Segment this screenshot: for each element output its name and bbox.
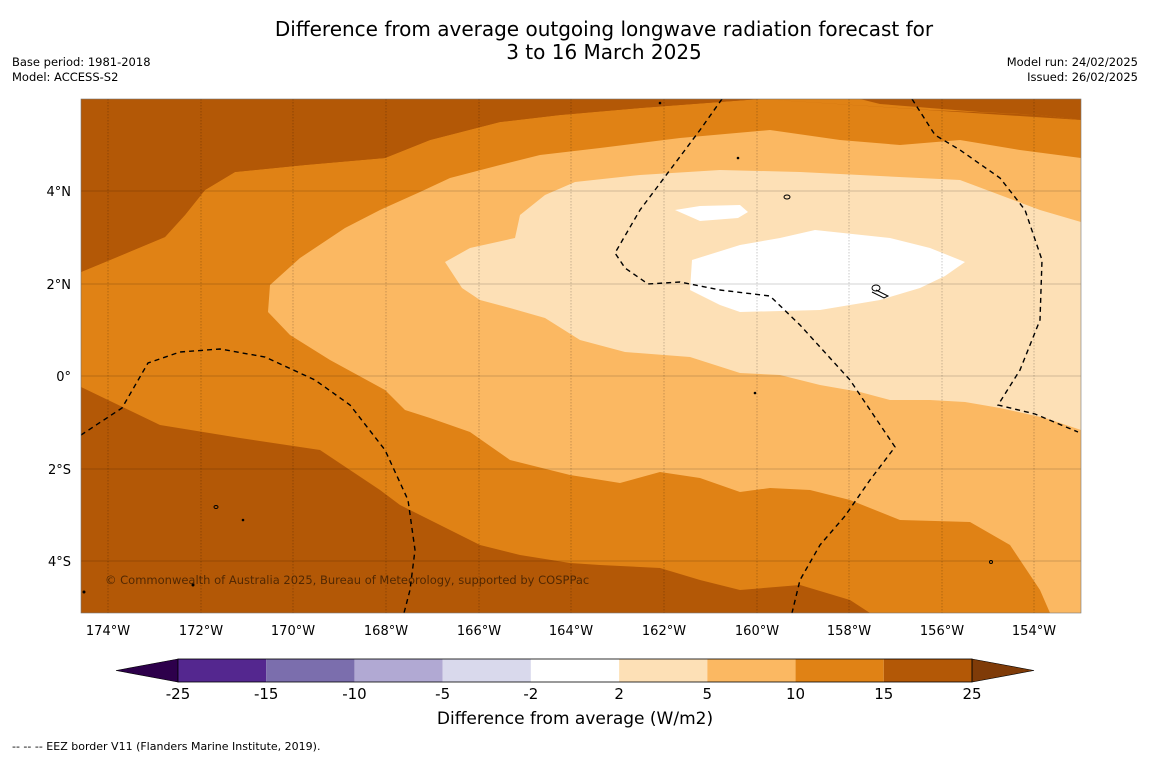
colorbar-tick-label: -5 bbox=[435, 685, 450, 703]
colorbar-over-arrow bbox=[971, 658, 1035, 683]
colorbar-tick-label: 25 bbox=[962, 685, 981, 703]
colorbar-bin bbox=[530, 659, 620, 682]
eez-border-1 bbox=[614, 99, 896, 613]
colorbar-bin bbox=[795, 659, 884, 682]
meta-left: Base period: 1981-2018 Model: ACCESS-S2 bbox=[12, 55, 151, 85]
graticule bbox=[81, 99, 1081, 613]
band-neutral-main bbox=[690, 230, 965, 312]
meta-right: Model run: 24/02/2025 Issued: 26/02/2025 bbox=[1007, 55, 1138, 85]
lon-labels: 174°W 172°W 170°W 168°W 166°W 164°W 162°… bbox=[86, 624, 1056, 639]
colorbar-bin bbox=[883, 659, 972, 682]
lat-label: 2°N bbox=[47, 278, 72, 293]
map-title: Difference from average outgoing longwav… bbox=[200, 18, 1008, 64]
lon-label: 158°W bbox=[827, 624, 871, 639]
colorbar-tick-label: 10 bbox=[786, 685, 805, 703]
lon-label: 166°W bbox=[457, 624, 501, 639]
lon-label: 172°W bbox=[179, 624, 223, 639]
eez-border-3 bbox=[81, 348, 416, 613]
base-period: Base period: 1981-2018 bbox=[12, 55, 151, 69]
map-panel: © Commonwealth of Australia 2025, Bureau… bbox=[81, 99, 1081, 613]
copyright-notice: © Commonwealth of Australia 2025, Bureau… bbox=[105, 573, 589, 587]
colorbar-bin bbox=[354, 659, 443, 682]
colorbar-tick-label: 5 bbox=[703, 685, 713, 703]
lat-label: 0° bbox=[56, 370, 71, 385]
lon-label: 156°W bbox=[920, 624, 964, 639]
lon-label: 162°W bbox=[642, 624, 686, 639]
colorbar-bin bbox=[619, 659, 708, 682]
lat-labels: 4°N 2°N 0° 2°S 4°S bbox=[47, 185, 72, 570]
lon-label: 168°W bbox=[364, 624, 408, 639]
lat-label: 4°S bbox=[48, 555, 71, 570]
colorbar-tick-label: -2 bbox=[523, 685, 538, 703]
colorbar: -25 -15 -10 -5 -2 2 5 10 15 25 bbox=[115, 658, 1035, 703]
colorbar-tick-label: 2 bbox=[614, 685, 624, 703]
colorbar-tick-label: -15 bbox=[254, 685, 279, 703]
lon-label: 164°W bbox=[549, 624, 593, 639]
map-frame bbox=[80, 98, 1082, 614]
lat-label: 2°S bbox=[48, 463, 71, 478]
lon-label: 154°W bbox=[1012, 624, 1056, 639]
eez-border-2 bbox=[911, 99, 1079, 433]
colorbar-under-arrow bbox=[115, 658, 179, 683]
colorbar-bin bbox=[266, 659, 355, 682]
colorbar-tick-label: -25 bbox=[166, 685, 191, 703]
lon-label: 160°W bbox=[735, 624, 779, 639]
colorbar-label: Difference from average (W/m2) bbox=[436, 709, 714, 729]
eez-borders bbox=[81, 99, 1079, 613]
colorbar-bin bbox=[178, 659, 267, 682]
colorbar-tick-label: 15 bbox=[874, 685, 893, 703]
lat-label: 4°N bbox=[47, 185, 72, 200]
colorbar-tick-label: -10 bbox=[342, 685, 367, 703]
model-run: Model run: 24/02/2025 bbox=[1006, 55, 1138, 69]
band-15-25-ne bbox=[860, 99, 1081, 120]
islands bbox=[82, 101, 993, 594]
colorbar-bin bbox=[442, 659, 531, 682]
eez-legend: -- -- -- EEZ border V11 (Flanders Marine… bbox=[12, 740, 321, 753]
band-neutral-small bbox=[675, 205, 748, 221]
title-line-1: Difference from average outgoing longwav… bbox=[274, 17, 934, 41]
colorbar-bin bbox=[707, 659, 796, 682]
title-line-2: 3 to 16 March 2025 bbox=[506, 40, 702, 64]
band-15-25-north bbox=[81, 99, 760, 272]
model-name: Model: ACCESS-S2 bbox=[12, 70, 119, 84]
colorbar-frame bbox=[177, 658, 973, 683]
lon-label: 170°W bbox=[271, 624, 315, 639]
issued-date: Issued: 26/02/2025 bbox=[1027, 70, 1138, 84]
lon-label: 174°W bbox=[86, 624, 130, 639]
